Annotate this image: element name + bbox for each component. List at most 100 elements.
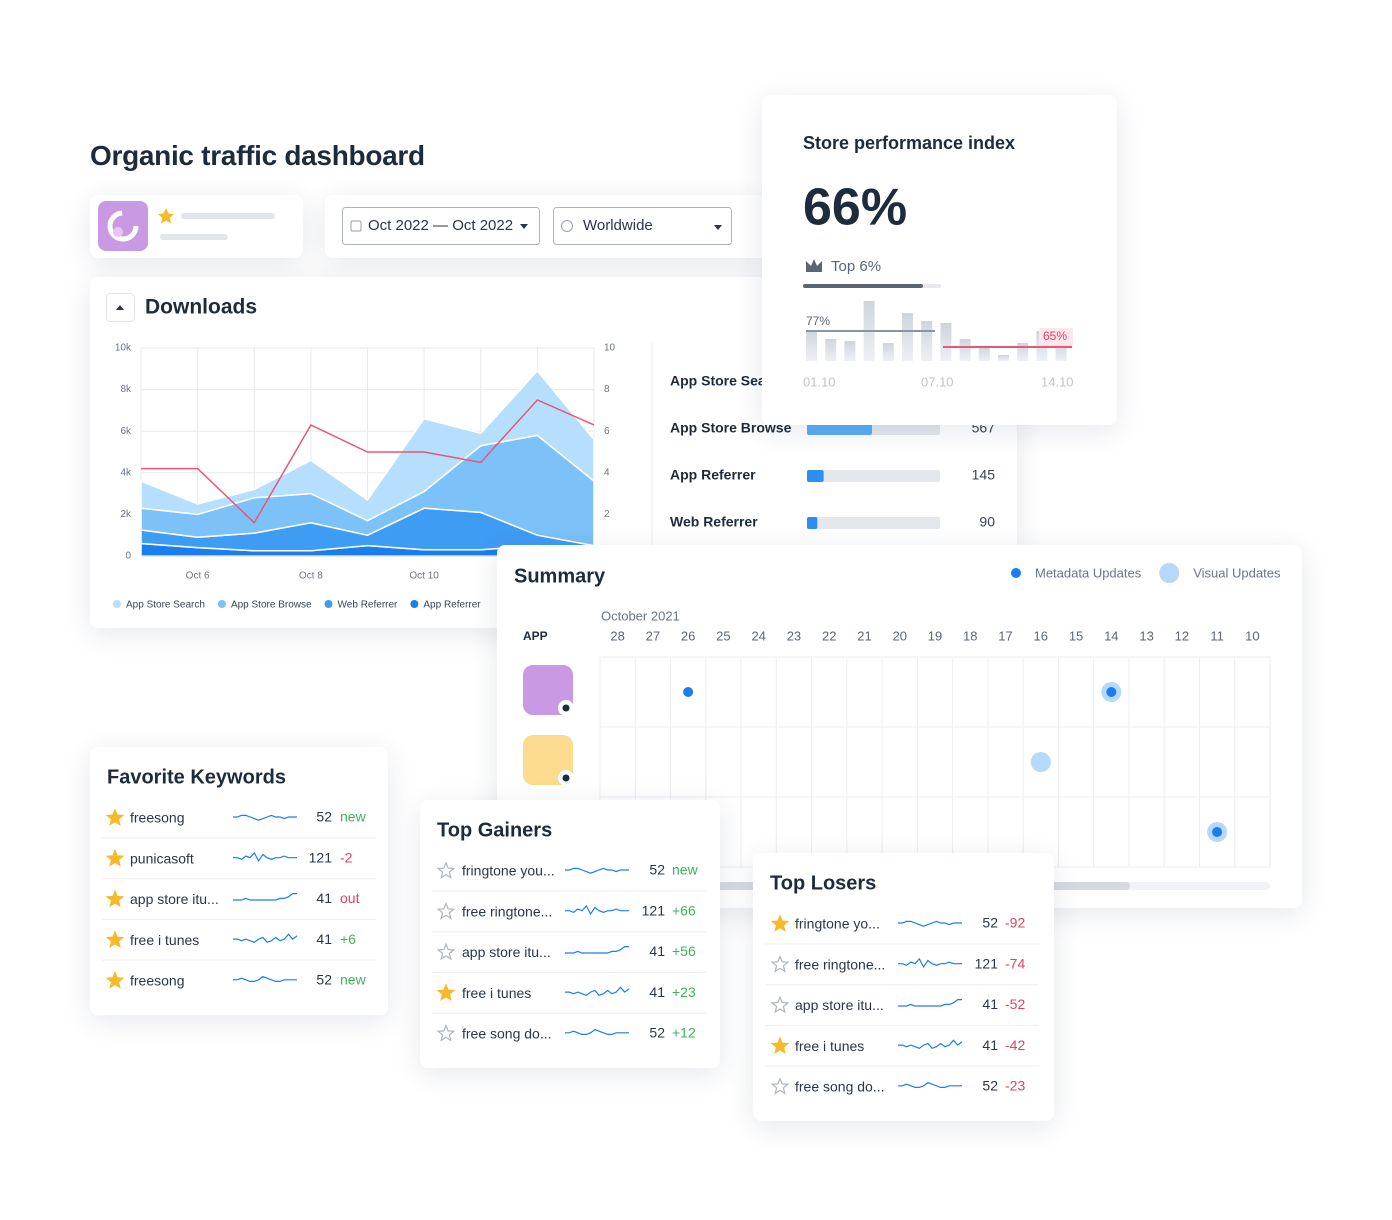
source-value: 145 (972, 467, 996, 483)
sparkline (233, 893, 297, 901)
select-box[interactable] (553, 207, 732, 245)
region-select[interactable]: Worldwide (553, 207, 732, 245)
globe-icon (561, 220, 573, 232)
bar (807, 423, 873, 435)
keyword-value: 52 (982, 1078, 998, 1094)
day-label: 21 (857, 628, 871, 643)
app-card-graphic (98, 201, 275, 251)
calendar-icon (350, 220, 362, 232)
star-filled[interactable] (770, 1036, 790, 1055)
keyword-change: -92 (1005, 915, 1025, 931)
star-filled[interactable] (105, 848, 125, 867)
star-filled[interactable] (105, 930, 125, 949)
keyword-value: 52 (982, 915, 998, 931)
mini-bar (921, 321, 933, 361)
bar-track (807, 517, 940, 529)
star-outline[interactable] (770, 1076, 790, 1095)
keyword-change: new (340, 809, 367, 825)
keyword: freesong (130, 810, 184, 826)
select-box[interactable] (342, 207, 540, 245)
region[interactable]: Worldwide (583, 217, 653, 234)
keyword-value: 121 (975, 955, 999, 971)
sparkline (898, 920, 962, 927)
mini-bar (959, 339, 971, 361)
x-label: 01.10 (803, 374, 836, 389)
keyword: free song do... (462, 1026, 552, 1042)
platform-glyph (562, 774, 570, 782)
star-filled[interactable] (105, 889, 125, 908)
keyword-value: 52 (316, 972, 332, 988)
day-label: 24 (751, 628, 765, 643)
star-filled[interactable] (105, 808, 125, 826)
star-filled[interactable] (436, 983, 456, 1002)
performance-card: Store performance index 66% Top 6% 77% 65… (762, 95, 1117, 425)
source-value: 90 (979, 514, 995, 530)
update-marker (683, 687, 694, 697)
end-label-bg (1039, 328, 1073, 346)
y-tick-label: 8k (120, 384, 132, 395)
x-label: 07.10 (921, 374, 954, 389)
sparkline (565, 986, 630, 997)
sparkline (233, 851, 297, 863)
legend-swatch (113, 600, 121, 608)
collapse-arrow (116, 305, 124, 310)
performance-graphic: Store performance index 66% Top 6% 77% 65… (803, 133, 1074, 389)
day-label: 19 (928, 628, 942, 643)
keyword-change: +66 (672, 902, 696, 918)
placeholder (160, 234, 228, 240)
legend-swatch (1011, 568, 1021, 578)
star-outline[interactable] (770, 954, 790, 973)
mini-bar (902, 313, 913, 361)
sparkline (233, 975, 297, 982)
keyword-value: 52 (649, 862, 665, 878)
keyword-change: -52 (1005, 996, 1025, 1012)
mini-bar (978, 347, 990, 361)
start-label: 77% (806, 314, 830, 328)
star-outline[interactable] (436, 861, 456, 879)
keyword: free ringtone... (795, 956, 885, 972)
star-outline[interactable] (436, 942, 456, 961)
star-outline[interactable] (770, 995, 790, 1014)
y-tick-label: 2k (120, 509, 132, 520)
legend-label: App Referrer (423, 600, 481, 611)
day-label: 22 (822, 628, 836, 643)
sparkline (898, 1081, 962, 1088)
sparkline (898, 1039, 963, 1050)
star-outline[interactable] (436, 1023, 456, 1042)
star-filled[interactable] (770, 914, 790, 932)
favorite-star[interactable] (158, 208, 174, 224)
keyword-change: new (340, 972, 367, 988)
sparkline (565, 867, 629, 874)
keyword-change: out (340, 890, 360, 906)
keyword-change: +23 (672, 984, 696, 1000)
keywords-graphic: Top Losers fringtone yo... 52 -92 free ringt… (765, 872, 1039, 1095)
x-label: 14.10 (1041, 374, 1074, 389)
date-range[interactable]: Oct 2022 — Oct 2022 (368, 217, 513, 234)
day-label: 10 (1245, 628, 1259, 643)
keyword-value: 41 (649, 943, 665, 959)
keyword: free song do... (795, 1079, 885, 1095)
keyword-value: 52 (316, 809, 332, 825)
star-filled[interactable] (105, 970, 125, 989)
keyword: freesong (130, 973, 184, 989)
area (140, 369, 595, 522)
keyword: free i tunes (130, 932, 199, 948)
sparkline (233, 933, 298, 944)
keyword-value: 41 (982, 1037, 998, 1053)
y2-tick-label: 2 (604, 509, 610, 520)
day-label: 12 (1175, 628, 1189, 643)
update-marker (1030, 752, 1051, 772)
keyword: free ringtone... (462, 903, 552, 919)
x-tick-label: Oct 6 (186, 571, 210, 582)
legend-swatch (1159, 563, 1180, 583)
star-outline[interactable] (436, 901, 456, 920)
keywords-graphic: Top Gainers fringtone you... 52 new free rin… (432, 819, 706, 1042)
card-title: Top Losers (770, 872, 876, 894)
source-label: Web Referrer (670, 514, 758, 530)
mini-bar (940, 323, 952, 361)
date-select[interactable]: Oct 2022 — Oct 2022 (342, 207, 540, 245)
bar (807, 517, 818, 529)
source-label: App Referrer (670, 467, 756, 483)
app-card (90, 195, 303, 258)
caret (520, 224, 528, 229)
